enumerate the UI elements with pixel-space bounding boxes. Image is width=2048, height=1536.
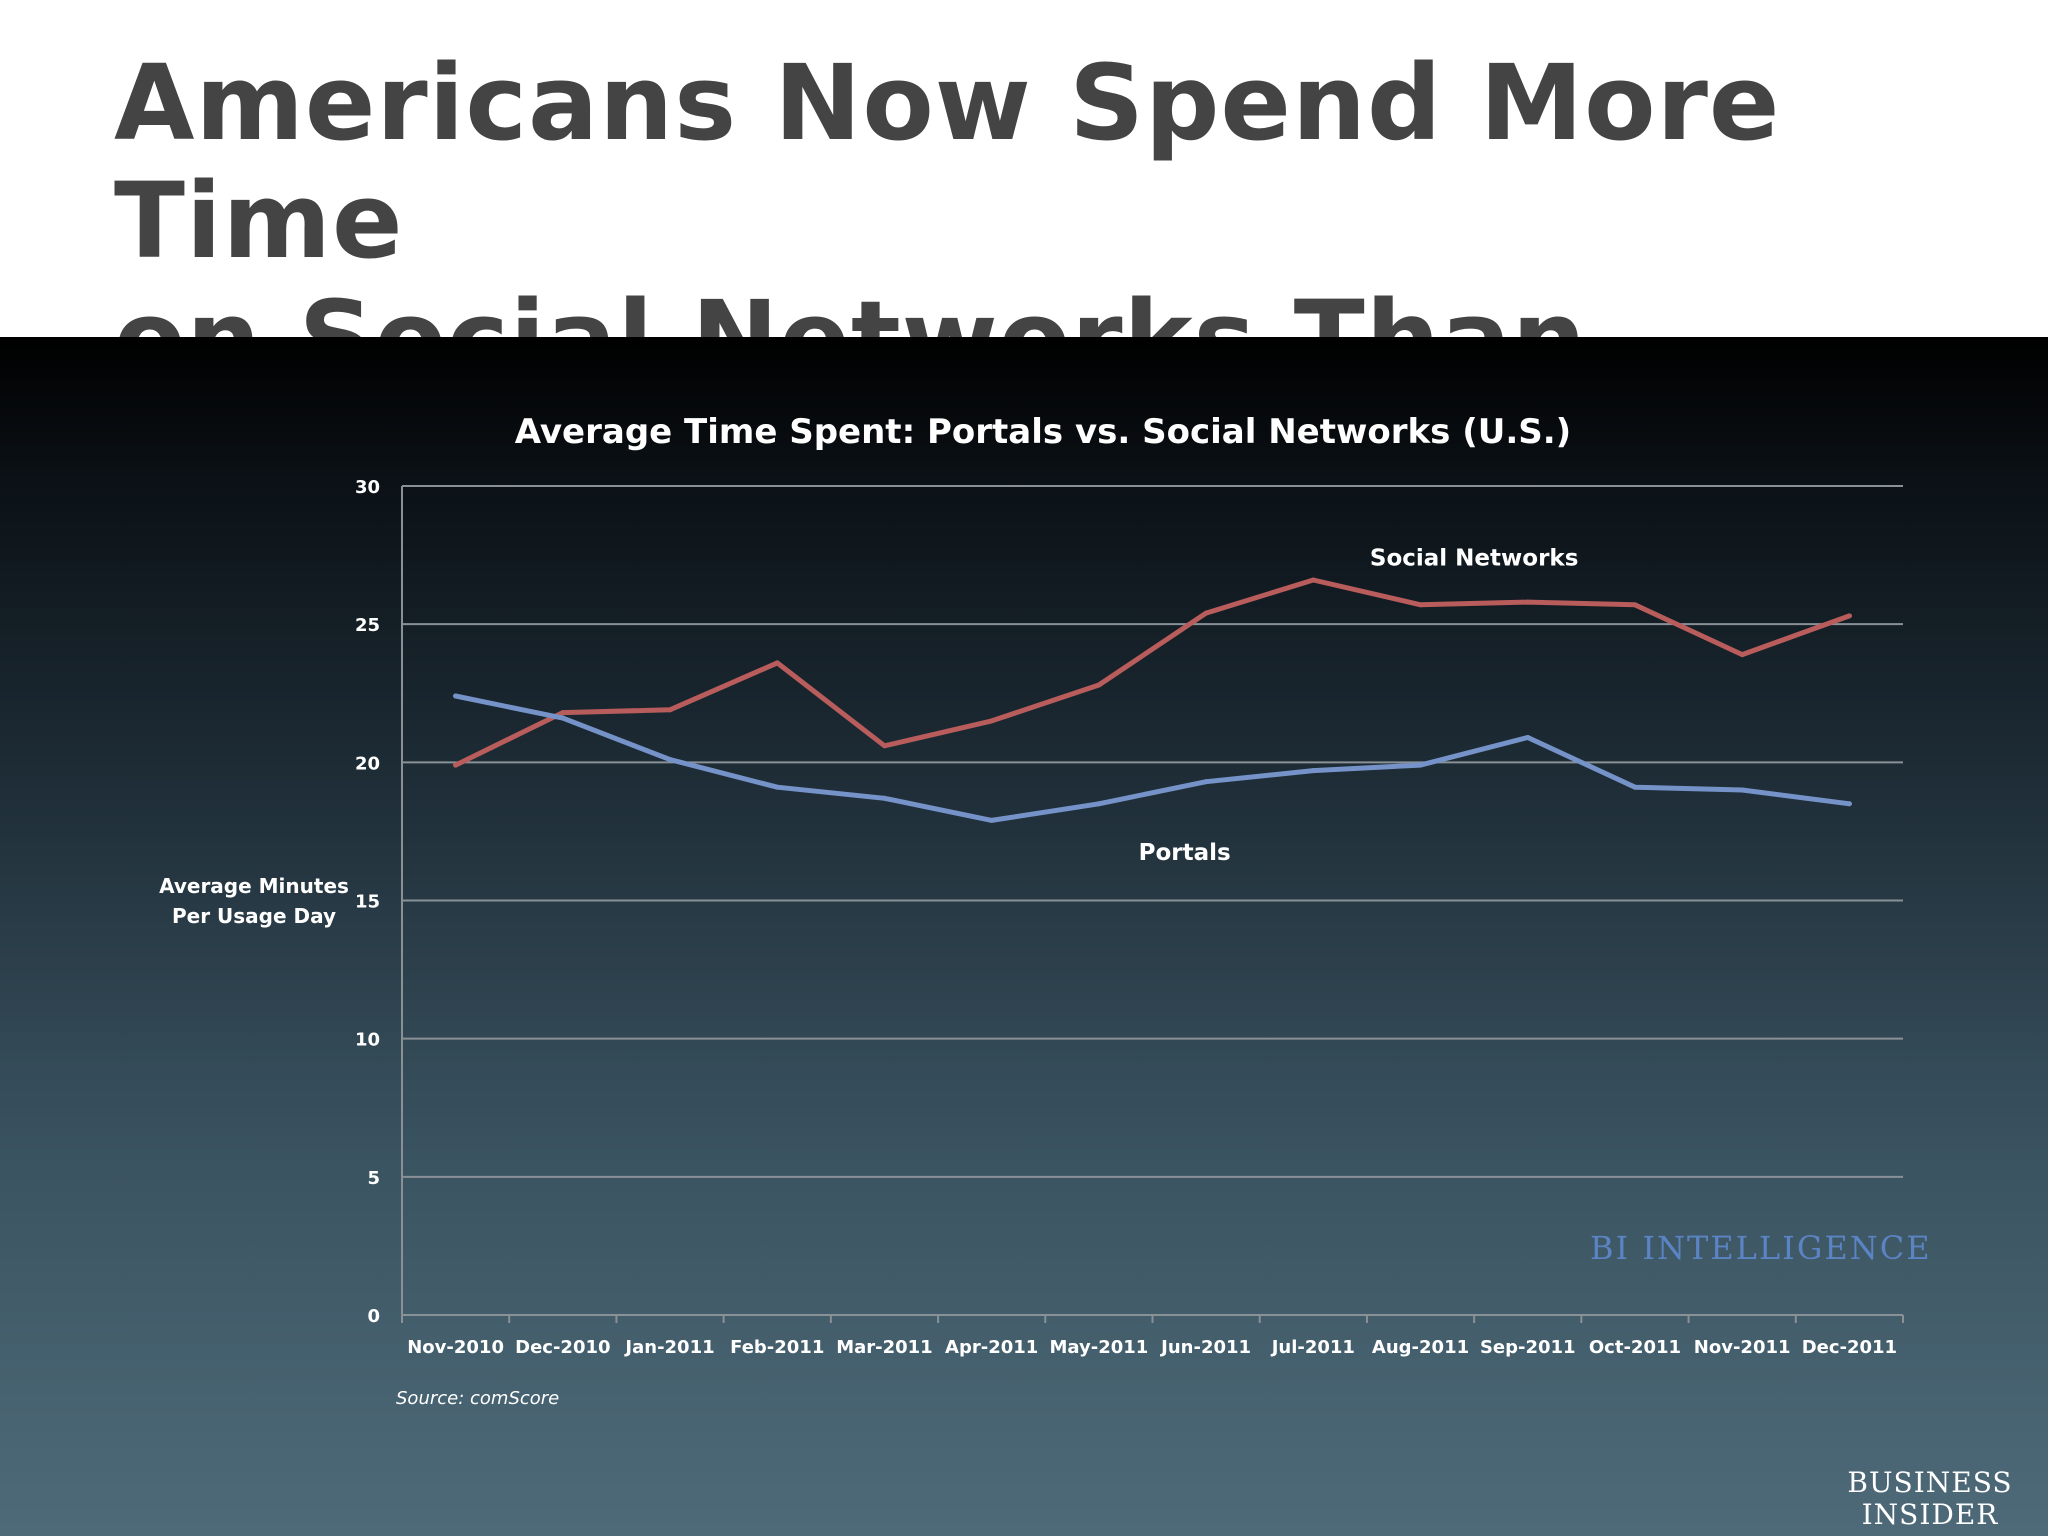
y-axis-label: Average Minutes Per Usage Day [138, 871, 370, 931]
chart-panel: Average Time Spent: Portals vs. Social N… [0, 337, 2048, 1536]
data-point [989, 718, 995, 724]
data-point [1096, 801, 1102, 807]
data-point [1525, 734, 1531, 740]
data-point [1632, 784, 1638, 790]
data-point [774, 660, 780, 666]
x-tick-label: Oct-2011 [1589, 1337, 1681, 1358]
data-point [881, 743, 887, 749]
data-point [1310, 577, 1316, 583]
data-point [1846, 613, 1852, 619]
series-label: Portals [1139, 840, 1231, 866]
data-point [1739, 787, 1745, 793]
series-labels: Social Networks Portals [1139, 545, 1579, 866]
slide-title-line-1: Americans Now Spend More Time [114, 42, 1781, 282]
x-tick-label: Jul-2011 [1270, 1337, 1355, 1358]
x-tick-label: Aug-2011 [1372, 1337, 1469, 1358]
business-insider-logo: BUSINESS INSIDER [1830, 1467, 2030, 1531]
y-axis-label-line-2: Per Usage Day [171, 904, 337, 928]
y-axis-label-line-1: Average Minutes [159, 874, 349, 898]
source-note: Source: comScore [396, 1388, 560, 1409]
x-tick-label: Dec-2010 [515, 1337, 610, 1358]
data-point [881, 795, 887, 801]
x-tick-label: May-2011 [1049, 1337, 1148, 1358]
data-point [1418, 602, 1424, 608]
data-point [1632, 602, 1638, 608]
x-tick-label: Jun-2011 [1159, 1337, 1251, 1358]
x-tick-label: Mar-2011 [836, 1337, 933, 1358]
data-point [560, 715, 566, 721]
gridlines [402, 485, 1903, 1316]
data-point [560, 710, 566, 716]
x-tick-label: Nov-2011 [1694, 1337, 1791, 1358]
series-line-portals [453, 693, 1852, 823]
data-point [1846, 801, 1852, 807]
chart-title: Average Time Spent: Portals vs. Social N… [515, 412, 1571, 452]
data-point [667, 707, 673, 713]
y-tick-label: 15 [355, 892, 380, 913]
data-point [774, 784, 780, 790]
data-point [1203, 610, 1209, 616]
axes: 0 5 10 15 20 25 30 Nov-2010 Dec-2010 Jan-2011 Feb-… [355, 477, 1904, 1358]
data-point [1310, 768, 1316, 774]
data-point [453, 693, 459, 699]
x-tick-label: Jan-2011 [623, 1337, 714, 1358]
data-point [453, 762, 459, 768]
series-line-social-networks [453, 577, 1852, 768]
y-tick-label: 20 [355, 753, 380, 774]
x-tick-label: Sep-2011 [1480, 1337, 1576, 1358]
logo-line-1: BUSINESS [1847, 1466, 2013, 1499]
data-point [1096, 682, 1102, 688]
data-point [1203, 779, 1209, 785]
y-tick-label: 25 [355, 615, 380, 636]
y-tick-label: 0 [367, 1306, 380, 1327]
data-point [1418, 762, 1424, 768]
y-tick-label: 10 [355, 1030, 380, 1051]
logo-line-2: INSIDER [1861, 1498, 1999, 1531]
data-point [989, 817, 995, 823]
x-tick-label: Feb-2011 [730, 1337, 824, 1358]
y-tick-label: 5 [367, 1168, 380, 1189]
line-chart: Average Time Spent: Portals vs. Social N… [355, 412, 1904, 1358]
data-point [667, 757, 673, 763]
y-tick-label: 30 [355, 477, 380, 498]
x-tick-label: Nov-2010 [407, 1337, 504, 1358]
series-label: Social Networks [1370, 545, 1579, 571]
x-tick-label: Apr-2011 [945, 1337, 1038, 1358]
series-lines [453, 577, 1852, 823]
data-point [1525, 599, 1531, 605]
x-tick-label: Dec-2011 [1802, 1337, 1897, 1358]
data-point [1739, 652, 1745, 658]
bi-intelligence-watermark: BI INTELLIGENCE [1590, 1229, 1932, 1267]
